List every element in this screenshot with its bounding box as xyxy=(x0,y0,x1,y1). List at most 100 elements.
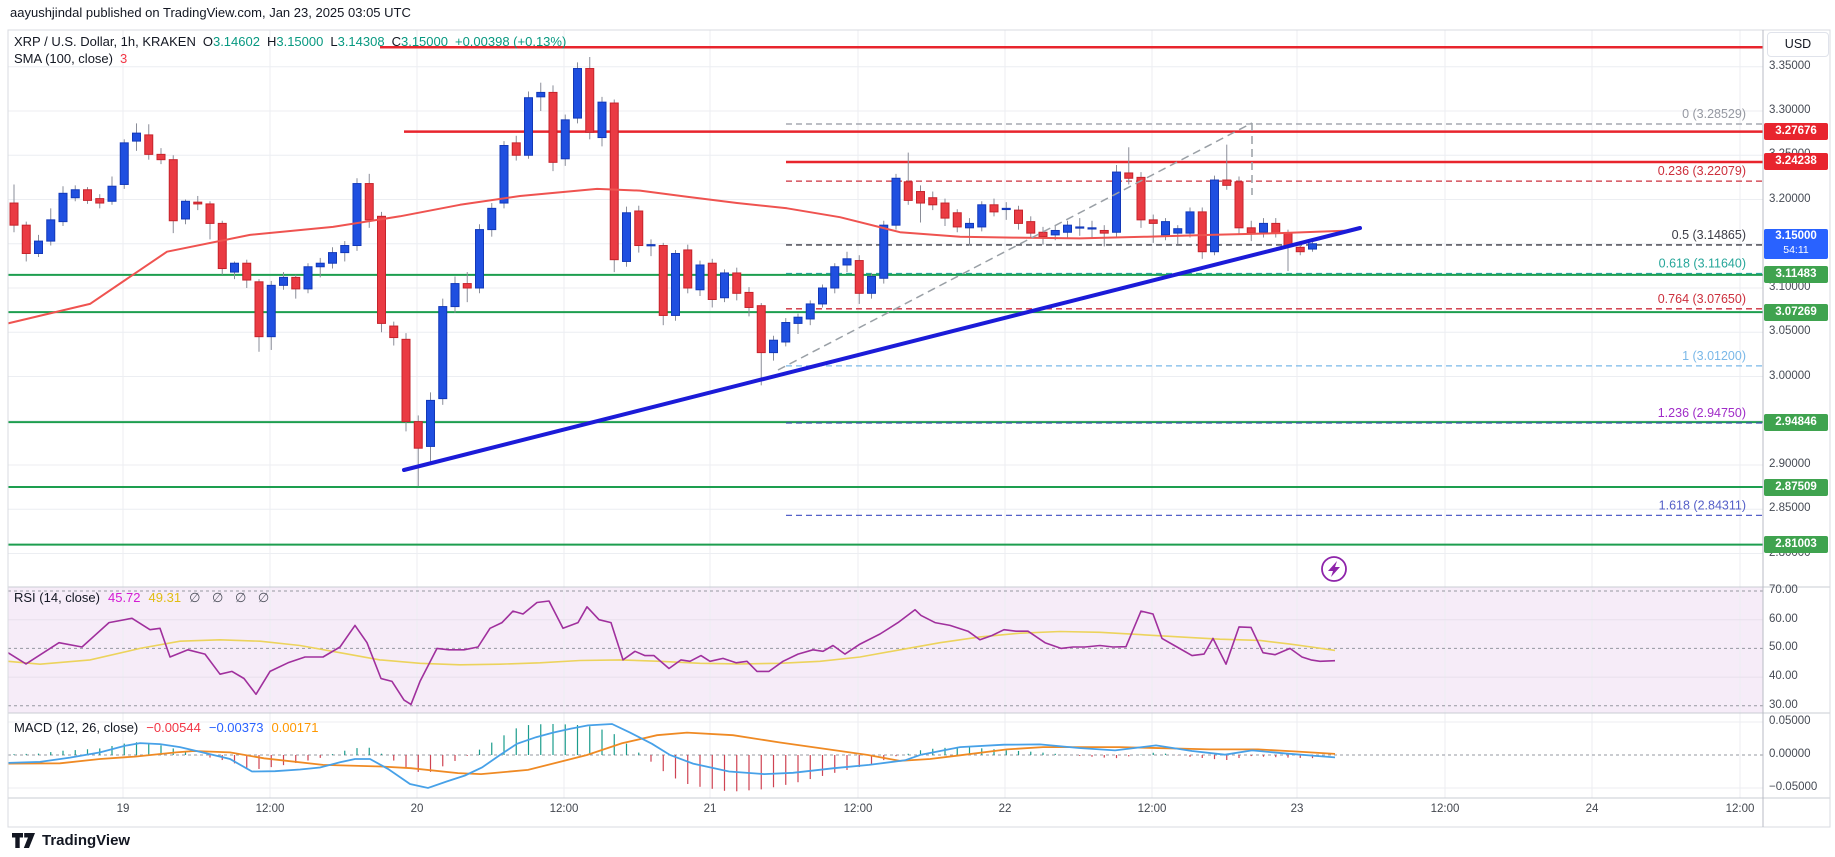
candle-body xyxy=(977,204,987,228)
time-label: 12:00 xyxy=(1725,803,1755,815)
rsi-tick: 50.00 xyxy=(1769,641,1798,654)
price-axis[interactable]: 3.350003.300003.250003.200003.100003.050… xyxy=(1763,30,1835,827)
currency-label[interactable]: USD xyxy=(1767,32,1829,57)
candle-body xyxy=(1099,229,1109,234)
publish-line: aayushjindal published on TradingView.co… xyxy=(10,5,411,20)
candle-body xyxy=(1038,231,1048,238)
candle-body xyxy=(1087,227,1097,230)
candle-body xyxy=(119,142,129,185)
sma-indicator-label[interactable]: SMA (100, close) xyxy=(14,51,113,66)
symbol-title[interactable]: XRP / U.S. Dollar, 1h, KRAKEN xyxy=(14,34,196,49)
price-tick: 2.85000 xyxy=(1769,502,1811,515)
candle-body xyxy=(205,203,215,224)
candle-body xyxy=(46,219,56,242)
flash-icon[interactable] xyxy=(1321,556,1347,582)
candle-body xyxy=(1112,171,1121,233)
candle-body xyxy=(1124,172,1134,179)
candle-body xyxy=(781,322,791,343)
macd-line xyxy=(7,723,1336,789)
candle-body xyxy=(1222,179,1232,186)
candle-body xyxy=(818,287,827,305)
candle-body xyxy=(1197,211,1207,253)
rsi-ma-line xyxy=(7,630,1336,666)
macd-value: −0.00373 xyxy=(208,720,264,735)
macd-legend: MACD (12, 26, close) −0.00544 −0.00373 0.00… xyxy=(14,720,318,735)
candle-body xyxy=(315,262,325,268)
candle-body xyxy=(9,202,19,226)
price-badge: 3.11483 xyxy=(1764,266,1828,284)
ohlc-key: H xyxy=(266,34,277,49)
time-axis[interactable]: 19 12:00 20 12:00 21 12:00 22 12:00 23 12:00 24 12:… xyxy=(8,798,1763,827)
time-label: 24 xyxy=(1585,803,1599,815)
price-badge: 3.24238 xyxy=(1764,153,1828,171)
candle-body xyxy=(511,142,521,156)
candle-body xyxy=(842,258,852,266)
macd-indicator-label[interactable]: MACD (12, 26, close) xyxy=(14,720,139,735)
candle-body xyxy=(1063,224,1072,233)
fib-label: 0 (3.28529) xyxy=(1682,107,1746,121)
tradingview-watermark[interactable]: TradingView xyxy=(12,832,130,849)
candle-body xyxy=(475,229,484,289)
ohlc-key: O xyxy=(202,34,213,49)
candle-body xyxy=(744,291,754,308)
candle-body xyxy=(413,421,423,449)
candle-body xyxy=(352,183,362,247)
candle-body xyxy=(965,222,974,229)
candle-body xyxy=(1234,181,1244,229)
candle-body xyxy=(487,207,497,231)
candle-body xyxy=(830,266,840,289)
macd-tick: 0.05000 xyxy=(1769,715,1811,727)
ohlc-value: 3.15000 xyxy=(276,34,324,49)
watermark-text: TradingView xyxy=(42,832,131,849)
candle-body xyxy=(891,177,901,226)
candle-body xyxy=(132,132,141,142)
price-tick: 3.00000 xyxy=(1769,369,1811,382)
candle-body xyxy=(389,325,399,339)
price-change: +0.00398 (+0.13%) xyxy=(454,34,567,49)
candle-body xyxy=(989,204,999,213)
price-tick: 3.05000 xyxy=(1769,325,1811,338)
candle-body xyxy=(168,159,178,222)
candle-body xyxy=(695,264,705,291)
candle-body xyxy=(1185,211,1195,234)
countdown-timer: 54:11 xyxy=(1783,243,1809,256)
candle-body xyxy=(181,200,190,220)
candle-body xyxy=(646,244,656,247)
ascending-trendline xyxy=(402,226,1362,472)
rsi-indicator-label[interactable]: RSI (14, close) xyxy=(14,590,100,605)
candle-body xyxy=(707,262,717,301)
time-label: 21 xyxy=(703,803,717,815)
tradingview-logo-icon xyxy=(12,833,35,848)
candle-body xyxy=(952,212,962,228)
candle-body xyxy=(83,189,92,201)
candle-body xyxy=(732,272,742,294)
price-badge: 2.87509 xyxy=(1764,478,1828,496)
candle-body xyxy=(1246,227,1256,234)
candle-body xyxy=(70,189,80,199)
candle-body xyxy=(536,91,546,98)
candle-body xyxy=(940,202,950,219)
price-tick: 3.30000 xyxy=(1769,104,1811,116)
candle-body xyxy=(303,266,313,290)
rsi-line xyxy=(7,600,1336,706)
chart-legend: XRP / U.S. Dollar, 1h, KRAKEN O3.14602 H3.… xyxy=(14,33,566,67)
fib-label: 0.764 (3.07650) xyxy=(1658,292,1746,306)
candle-body xyxy=(769,339,778,354)
rsi-value: 45.72 xyxy=(107,590,141,605)
candle-body xyxy=(634,210,644,247)
candle-body xyxy=(609,102,619,261)
price-badge: 3.07269 xyxy=(1764,303,1828,321)
rsi-tick: 60.00 xyxy=(1769,612,1798,625)
rsi-tick: 40.00 xyxy=(1769,670,1798,683)
candle-body xyxy=(242,262,252,281)
rsi-tick: 30.00 xyxy=(1769,698,1798,711)
candle-body xyxy=(499,145,509,204)
candle-body xyxy=(720,272,729,299)
time-label: 19 xyxy=(116,803,130,815)
candle-body xyxy=(1210,179,1219,253)
rsi-tick: 70.00 xyxy=(1769,584,1798,596)
price-tick: 2.90000 xyxy=(1769,458,1811,470)
candle-body xyxy=(1026,221,1036,234)
